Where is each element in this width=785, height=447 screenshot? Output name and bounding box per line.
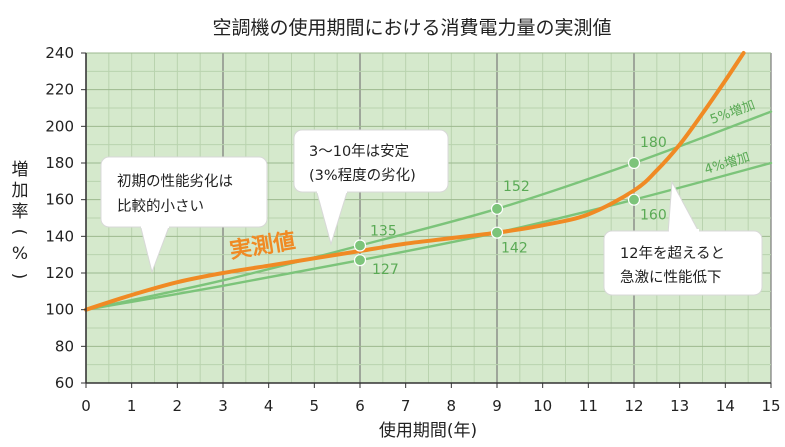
data-point-label: 135	[370, 224, 397, 240]
data-point-marker	[353, 254, 367, 267]
y-axis-label-char: 率	[12, 202, 29, 222]
data-point-label: 160	[640, 208, 667, 224]
data-point-marker	[490, 226, 504, 239]
callout-text: 急激に性能低下	[620, 269, 722, 286]
series-line-measured	[84, 51, 746, 312]
y-tick-label: 100	[45, 301, 74, 319]
callout-stable-period: 3〜10年は安定 (3%程度の劣化)	[293, 129, 449, 246]
data-point-marker	[627, 156, 641, 170]
x-tick-label: 7	[401, 397, 411, 415]
x-tick-label: 13	[670, 397, 689, 415]
callout-pointer-mask	[669, 229, 699, 235]
x-tick-label: 1	[127, 397, 137, 415]
callout-text: (3%程度の劣化)	[309, 167, 416, 184]
callout-text: 3〜10年は安定	[309, 143, 409, 160]
callout-rapid-degradation: 12年を超えると 急激に性能低下	[603, 180, 763, 296]
grid	[85, 52, 772, 384]
x-tick-label: 6	[355, 397, 365, 415]
x-axis-label: 使用期間(年)	[379, 420, 477, 441]
series-line-5pct	[84, 110, 773, 311]
x-tick-label: 3	[218, 397, 228, 415]
x-tick-label: 9	[492, 397, 502, 415]
data-point-label: 127	[372, 262, 399, 278]
callout-text: 比較的小さい	[117, 197, 204, 215]
y-tick-label: 200	[45, 117, 74, 135]
y-tick-label: 160	[45, 191, 74, 209]
data-point-marker	[627, 193, 641, 206]
x-tick-label: 0	[81, 397, 91, 415]
data-point-label: 152	[503, 179, 530, 195]
callout-box	[100, 156, 268, 228]
y-axis-label: 増 加 率 ( % )	[9, 160, 29, 279]
y-tick-label: 60	[55, 374, 74, 392]
x-tick-label: 10	[533, 397, 552, 415]
y-axis-label-char: %	[12, 244, 28, 264]
y-axis-label-char: )	[9, 273, 29, 280]
callout-box	[293, 129, 449, 193]
y-axis-label-char: 増	[12, 160, 29, 180]
callout-pointer-mask	[141, 222, 169, 228]
x-tick-label: 2	[173, 397, 183, 415]
callout-text: 初期の性能劣化は	[117, 173, 233, 190]
x-tick-label: 14	[716, 397, 735, 415]
x-tick-label: 5	[310, 397, 320, 415]
x-tick-label: 4	[264, 397, 274, 415]
chart-title: 空調機の使用期間における消費電力量の実測値	[212, 17, 611, 39]
callout-text: 12年を超えると	[620, 245, 725, 262]
y-tick-label: 240	[45, 44, 74, 62]
y-axis-label-char: (	[9, 229, 29, 236]
callout-pointer-mask	[317, 187, 347, 193]
data-point-marker	[490, 202, 504, 215]
callout-early-degradation: 初期の性能劣化は 比較的小さい	[100, 156, 268, 274]
series-layer	[84, 51, 773, 312]
points-layer: 135 127 152 142 180 160	[353, 135, 667, 278]
x-tick-label: 8	[447, 397, 457, 415]
y-tick-label: 80	[55, 337, 74, 355]
y-tick-label: 140	[45, 227, 74, 245]
x-tick-label: 12	[624, 397, 643, 415]
y-tick-labels: 60 80 100 120 140 160 180 200 220 240	[45, 44, 86, 392]
y-tick-label: 180	[45, 154, 74, 172]
x-tick-labels: 0 1 2 3 4 5 6 7 8 9 10 11 12 13 14 15	[81, 383, 781, 415]
y-axis-label-char: 加	[12, 181, 29, 201]
data-point-label: 180	[640, 135, 667, 151]
y-tick-label: 220	[45, 81, 74, 99]
data-point-marker	[353, 239, 367, 252]
x-tick-label: 15	[761, 397, 780, 415]
series-line-4pct	[84, 161, 773, 311]
x-tick-label: 11	[579, 397, 598, 415]
y-tick-label: 120	[45, 264, 74, 282]
data-point-label: 142	[501, 241, 528, 257]
